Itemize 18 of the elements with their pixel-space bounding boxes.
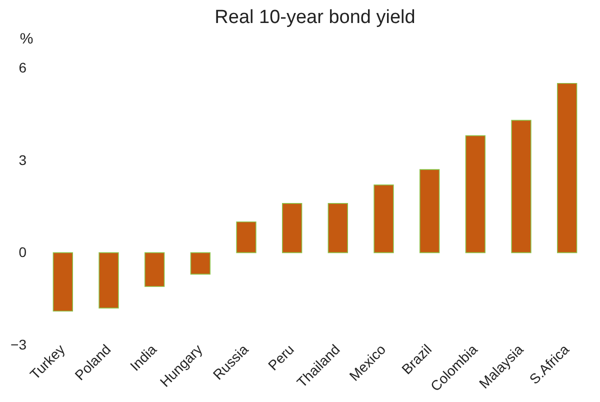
bar <box>465 135 486 254</box>
y-tick-label: 0 <box>18 244 27 260</box>
bar <box>144 252 165 287</box>
chart-title: Real 10-year bond yield <box>214 7 416 28</box>
y-axis-title: % <box>20 30 34 48</box>
bar <box>190 252 211 275</box>
bar <box>419 169 440 254</box>
bar <box>282 203 302 254</box>
bar <box>236 221 256 254</box>
y-tick-label: −3 <box>10 336 27 352</box>
bar <box>556 82 578 254</box>
bar <box>511 120 532 254</box>
bar <box>328 203 348 254</box>
bar <box>98 252 119 308</box>
y-tick-label: 6 <box>18 60 27 76</box>
bar <box>52 252 74 312</box>
bar <box>374 184 394 254</box>
y-tick-label: 3 <box>18 152 27 168</box>
